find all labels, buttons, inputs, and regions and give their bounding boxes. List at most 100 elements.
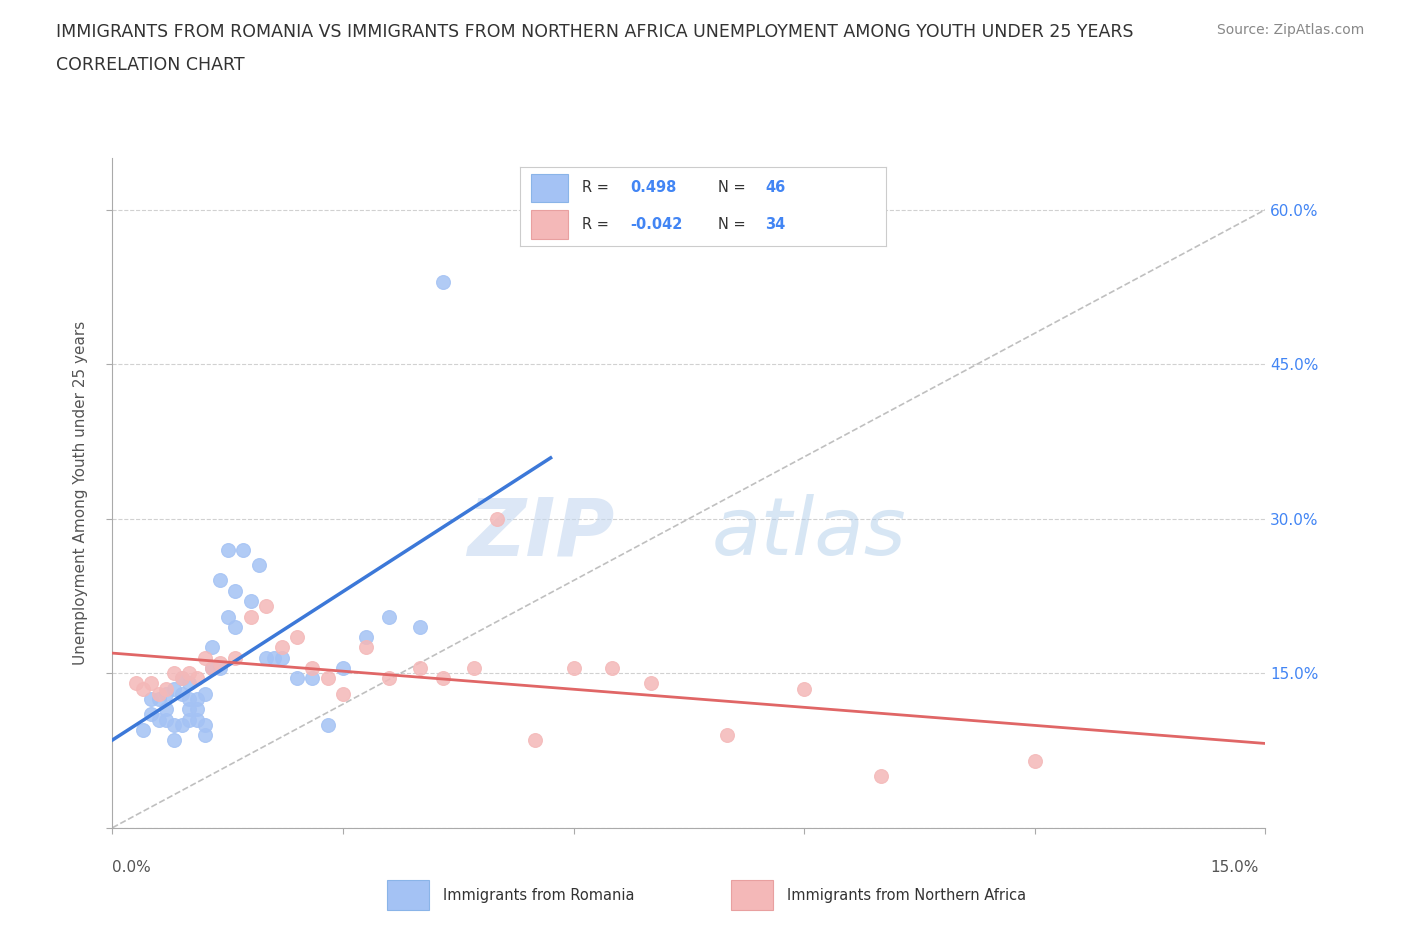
Bar [387, 880, 429, 910]
Point [155, 681, 177, 696]
Text: atlas: atlas [711, 494, 907, 572]
Text: 15.0%: 15.0% [1211, 860, 1258, 875]
Point [332, 660, 354, 675]
Point [224, 619, 246, 634]
Point [432, 671, 454, 685]
Point [1024, 753, 1046, 768]
Point [432, 274, 454, 289]
Text: 46: 46 [765, 180, 786, 195]
Point [194, 727, 217, 742]
Point [217, 609, 239, 624]
Point [354, 630, 377, 644]
Point [139, 692, 162, 707]
Point [186, 702, 208, 717]
Point [217, 542, 239, 557]
Point [132, 723, 155, 737]
Point [186, 712, 208, 727]
Point [270, 640, 292, 655]
Point [194, 717, 217, 732]
Point [263, 650, 285, 665]
Text: N =: N = [717, 180, 749, 195]
Point [524, 733, 547, 748]
Point [148, 712, 170, 727]
Point [254, 650, 277, 665]
Point [201, 640, 224, 655]
Text: CORRELATION CHART: CORRELATION CHART [56, 56, 245, 73]
Y-axis label: Unemployment Among Youth under 25 years: Unemployment Among Youth under 25 years [73, 321, 89, 665]
Text: Source: ZipAtlas.com: Source: ZipAtlas.com [1216, 23, 1364, 37]
Point [194, 686, 217, 701]
Point [179, 702, 201, 717]
Point [354, 640, 377, 655]
Point [170, 671, 193, 685]
Bar [731, 880, 773, 910]
Point [378, 671, 401, 685]
Point [224, 650, 246, 665]
Point [316, 671, 339, 685]
Point [148, 692, 170, 707]
Text: 34: 34 [765, 217, 786, 232]
Point [232, 542, 254, 557]
Point [285, 671, 308, 685]
Point [179, 666, 201, 681]
Point [270, 650, 292, 665]
Point [239, 609, 262, 624]
Point [640, 676, 662, 691]
Point [170, 671, 193, 685]
Bar [531, 174, 568, 202]
Text: Immigrants from Romania: Immigrants from Romania [443, 887, 634, 903]
Text: R =: R = [582, 180, 614, 195]
Point [562, 660, 585, 675]
Point [179, 712, 201, 727]
Point [201, 660, 224, 675]
Point [716, 727, 738, 742]
Point [463, 660, 485, 675]
Text: 0.0%: 0.0% [112, 860, 152, 875]
Point [793, 681, 815, 696]
Text: -0.042: -0.042 [630, 217, 682, 232]
Point [155, 702, 177, 717]
Point [239, 593, 262, 608]
Text: 0.498: 0.498 [630, 180, 676, 195]
Point [132, 681, 155, 696]
Point [209, 573, 232, 588]
Point [201, 660, 224, 675]
Point [247, 558, 270, 573]
Point [409, 619, 432, 634]
Point [163, 733, 186, 748]
Point [194, 650, 217, 665]
Point [186, 692, 208, 707]
Point [378, 609, 401, 624]
Point [224, 583, 246, 598]
Bar [531, 210, 568, 239]
Text: Immigrants from Northern Africa: Immigrants from Northern Africa [787, 887, 1026, 903]
Text: ZIP: ZIP [467, 494, 614, 572]
Text: N =: N = [717, 217, 749, 232]
Point [332, 686, 354, 701]
Point [870, 769, 893, 784]
Point [485, 512, 508, 526]
Point [155, 712, 177, 727]
Point [301, 660, 323, 675]
Point [170, 686, 193, 701]
Point [179, 676, 201, 691]
Point [155, 686, 177, 701]
Point [409, 660, 432, 675]
Point [186, 671, 208, 685]
Point [285, 630, 308, 644]
Point [163, 681, 186, 696]
Point [179, 692, 201, 707]
Point [139, 676, 162, 691]
Text: R =: R = [582, 217, 614, 232]
Point [139, 707, 162, 722]
Point [170, 717, 193, 732]
Point [301, 671, 323, 685]
Point [209, 660, 232, 675]
Point [163, 666, 186, 681]
Point [124, 676, 146, 691]
Point [209, 656, 232, 671]
Text: IMMIGRANTS FROM ROMANIA VS IMMIGRANTS FROM NORTHERN AFRICA UNEMPLOYMENT AMONG YO: IMMIGRANTS FROM ROMANIA VS IMMIGRANTS FR… [56, 23, 1133, 41]
Point [163, 717, 186, 732]
Point [254, 599, 277, 614]
Point [148, 686, 170, 701]
